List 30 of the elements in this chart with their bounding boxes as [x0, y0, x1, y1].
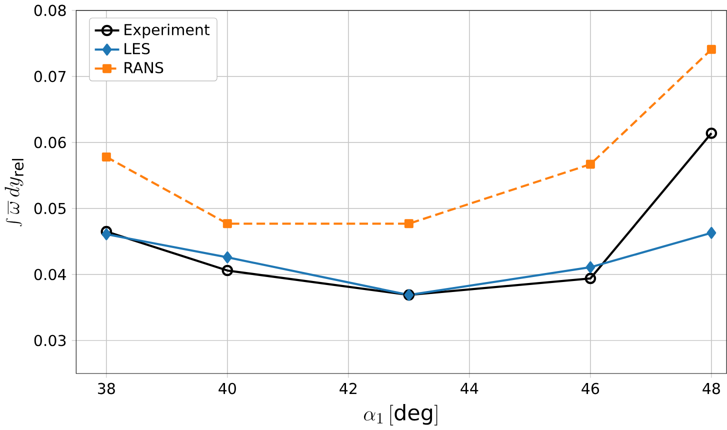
y-tick-label: 0.03	[34, 334, 66, 346]
point	[706, 44, 716, 54]
y-tick-label: 0.06	[34, 136, 66, 148]
point	[222, 251, 232, 264]
legend-label: Experiment	[124, 24, 210, 38]
x-tick-label: 42	[340, 382, 356, 394]
y-tick-label: 0.08	[34, 4, 66, 16]
point	[706, 127, 718, 139]
point	[222, 219, 232, 228]
point	[586, 261, 596, 274]
point	[404, 219, 414, 228]
point	[586, 160, 595, 169]
x-tick-label: 38	[98, 382, 115, 394]
legend-label: LES	[124, 42, 150, 54]
x-axis-title: $\alpha_1\,[\mathrm{deg}]$	[364, 404, 438, 426]
y-tick-label: 0.07	[34, 70, 66, 82]
y-tick-label: 0.04	[34, 268, 66, 280]
legend-label: RANS	[124, 62, 164, 74]
y-tick-label: 0.05	[34, 202, 66, 214]
x-tick-label: 44	[460, 382, 478, 394]
point	[102, 152, 111, 162]
point	[100, 226, 112, 238]
point	[222, 264, 234, 276]
x-tick-label: 48	[702, 382, 720, 394]
x-tick-label: 46	[582, 382, 600, 394]
point	[706, 226, 716, 239]
x-tick-label: 40	[218, 382, 236, 394]
point	[102, 228, 112, 240]
y-axis-title: $\int \overline{\omega}\, dy_{\mathrm{rel}}$	[4, 158, 24, 226]
point	[584, 272, 596, 284]
